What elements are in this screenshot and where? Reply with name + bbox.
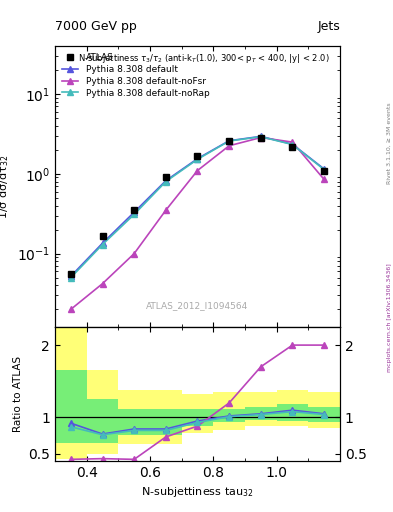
Pythia 8.308 default xyxy=(195,156,200,162)
Pythia 8.308 default xyxy=(322,166,327,172)
Pythia 8.308 default-noRap xyxy=(132,211,136,218)
Pythia 8.308 default-noRap xyxy=(290,141,295,147)
Legend: ATLAS, Pythia 8.308 default, Pythia 8.308 default-noFsr, Pythia 8.308 default-no: ATLAS, Pythia 8.308 default, Pythia 8.30… xyxy=(59,50,213,101)
Pythia 8.308 default xyxy=(68,273,73,280)
ATLAS xyxy=(100,233,105,239)
Pythia 8.308 default-noRap xyxy=(100,242,105,248)
Pythia 8.308 default-noRap xyxy=(227,138,231,144)
ATLAS xyxy=(322,167,327,174)
Text: Rivet 3.1.10, ≥ 3M events: Rivet 3.1.10, ≥ 3M events xyxy=(387,102,392,184)
Text: ATLAS_2012_I1094564: ATLAS_2012_I1094564 xyxy=(146,301,249,310)
Pythia 8.308 default-noRap xyxy=(163,179,168,185)
ATLAS xyxy=(163,174,168,180)
Pythia 8.308 default-noFsr xyxy=(259,135,263,141)
Y-axis label: Ratio to ATLAS: Ratio to ATLAS xyxy=(13,356,23,432)
ATLAS xyxy=(259,135,263,141)
Line: Pythia 8.308 default-noRap: Pythia 8.308 default-noRap xyxy=(68,134,327,281)
Line: Pythia 8.308 default-noFsr: Pythia 8.308 default-noFsr xyxy=(68,135,327,312)
Pythia 8.308 default-noFsr xyxy=(163,207,168,214)
ATLAS xyxy=(290,143,295,150)
Pythia 8.308 default-noFsr xyxy=(132,250,136,257)
Text: mcplots.cern.ch [arXiv:1306.3436]: mcplots.cern.ch [arXiv:1306.3436] xyxy=(387,263,392,372)
X-axis label: N-subjettiness tau$_{32}$: N-subjettiness tau$_{32}$ xyxy=(141,485,254,499)
Pythia 8.308 default xyxy=(100,240,105,246)
Text: 7000 GeV pp: 7000 GeV pp xyxy=(55,20,137,33)
Pythia 8.308 default xyxy=(290,141,295,147)
ATLAS xyxy=(195,154,200,160)
Pythia 8.308 default xyxy=(259,133,263,139)
Pythia 8.308 default-noFsr xyxy=(290,139,295,145)
Text: Jets: Jets xyxy=(317,20,340,33)
Pythia 8.308 default-noRap xyxy=(195,156,200,162)
ATLAS xyxy=(68,271,73,278)
Pythia 8.308 default-noFsr xyxy=(322,177,327,183)
Pythia 8.308 default-noRap xyxy=(259,134,263,140)
Pythia 8.308 default xyxy=(163,178,168,184)
Line: ATLAS: ATLAS xyxy=(67,134,328,278)
Pythia 8.308 default-noFsr xyxy=(68,306,73,312)
Pythia 8.308 default-noFsr xyxy=(227,143,231,149)
Pythia 8.308 default-noFsr xyxy=(100,281,105,287)
Pythia 8.308 default-noFsr xyxy=(195,167,200,174)
Pythia 8.308 default xyxy=(132,209,136,216)
ATLAS xyxy=(132,207,136,214)
Line: Pythia 8.308 default: Pythia 8.308 default xyxy=(68,134,327,279)
ATLAS xyxy=(227,138,231,144)
Pythia 8.308 default xyxy=(227,138,231,144)
Pythia 8.308 default-noRap xyxy=(68,274,73,281)
Pythia 8.308 default-noRap xyxy=(322,166,327,173)
Y-axis label: 1/σ dσ/dτ$_{32}$: 1/σ dσ/dτ$_{32}$ xyxy=(0,155,11,219)
Text: N-subjettiness $\tau_3/\tau_2$ (anti-k$_T$(1.0), 300< p$_T$ < 400, |y| < 2.0): N-subjettiness $\tau_3/\tau_2$ (anti-k$_… xyxy=(78,52,329,65)
